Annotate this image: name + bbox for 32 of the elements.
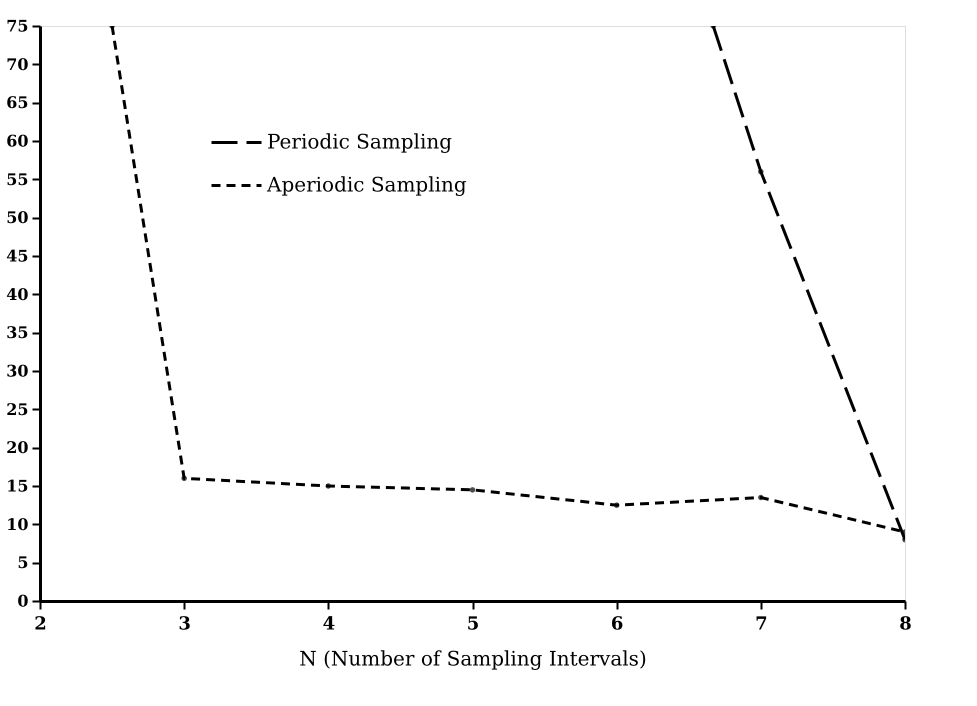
x-tick-label: 2 — [34, 614, 47, 634]
x-tick-label: 3 — [178, 614, 191, 634]
point — [181, 476, 187, 482]
y-tick-label: 5 — [17, 553, 28, 572]
point — [758, 168, 764, 174]
x-tick-label: 8 — [899, 614, 912, 634]
point — [470, 487, 476, 493]
y-tick-label: 70 — [6, 54, 28, 74]
point — [758, 494, 764, 500]
x-tick-label: 7 — [755, 614, 768, 634]
y-tick-label: 30 — [6, 362, 28, 380]
legend-label: Aperiodic Sampling — [266, 172, 467, 196]
y-tick-label: 60 — [6, 132, 28, 150]
x-tick-label: 6 — [610, 614, 624, 634]
point — [326, 483, 332, 489]
y-tick-label: 45 — [6, 246, 28, 266]
y-tick-label: 15 — [6, 476, 28, 496]
y-tick-label: 10 — [6, 514, 28, 534]
legend-label: Periodic Sampling — [267, 130, 452, 154]
x-tick-label: 5 — [466, 614, 480, 634]
y-tick-label: 25 — [6, 400, 28, 419]
x-axis-title: N (Number of Sampling Intervals) — [299, 646, 647, 670]
y-tick-label: 0 — [17, 592, 28, 610]
y-tick-label: 55 — [6, 170, 28, 189]
point — [614, 502, 620, 508]
x-tick-label: 4 — [322, 614, 336, 634]
y-tick-label: 40 — [6, 284, 28, 304]
y-tick-label: 50 — [6, 208, 28, 228]
y-tick-label: 75 — [6, 16, 28, 36]
y-tick-label: 20 — [6, 438, 28, 458]
y-tick-label: 65 — [6, 93, 28, 112]
y-tick-label: 35 — [6, 323, 28, 342]
